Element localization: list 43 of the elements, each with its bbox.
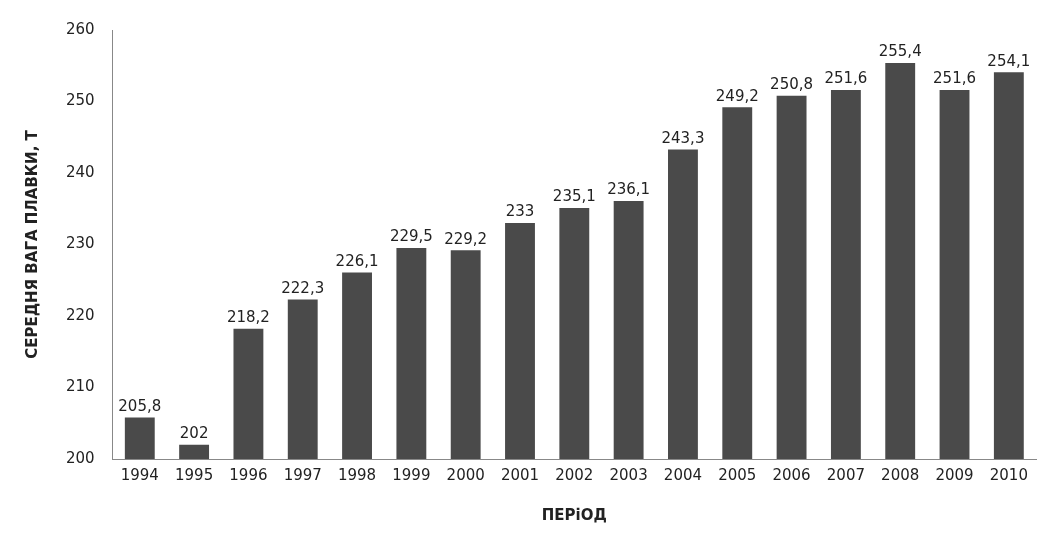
y-axis-title: СЕРЕДНЯ ВАГА ПЛАВКИ, Т [22, 129, 41, 359]
x-tick-label: 1997 [283, 465, 322, 484]
x-tick-label: 2006 [772, 465, 811, 484]
data-label: 251,6 [933, 69, 976, 88]
y-tick-label: 250 [65, 91, 95, 110]
x-tick-label: 1994 [120, 465, 159, 484]
data-label: 229,2 [444, 229, 488, 248]
data-label: 202 [179, 424, 209, 443]
data-label: 254,1 [987, 51, 1031, 70]
x-axis-title: ПЕРіОД [541, 505, 607, 524]
data-label: 218,2 [226, 308, 270, 327]
y-tick-label: 240 [65, 162, 95, 181]
data-label: 233 [505, 202, 535, 221]
x-tick-label: 2007 [826, 465, 865, 484]
x-tick-label: 1998 [337, 465, 377, 484]
x-tick-label: 2009 [935, 465, 974, 484]
data-label: 251,6 [824, 69, 868, 88]
data-label: 249,2 [715, 86, 759, 105]
data-label: 226,1 [335, 251, 379, 270]
y-tick-label: 230 [65, 234, 95, 253]
y-tick-label: 200 [65, 448, 95, 467]
x-tick-label: 2001 [500, 465, 540, 484]
y-tick-label: 220 [65, 305, 95, 324]
data-label: 235,1 [552, 187, 596, 206]
data-label: 236,1 [607, 180, 651, 199]
x-tick-label: 2000 [446, 465, 485, 484]
x-tick-label: 2003 [609, 465, 648, 484]
x-tick-label: 1995 [175, 465, 214, 484]
data-label: 243,3 [661, 128, 705, 147]
x-tick-label: 1999 [392, 465, 431, 484]
x-tick-label: 1996 [229, 465, 268, 484]
data-label: 229,5 [389, 227, 433, 246]
x-tick-label: 2002 [555, 465, 594, 484]
x-tick-label: 2008 [881, 465, 920, 484]
x-tick-label: 2010 [989, 465, 1028, 484]
data-label: 205,8 [118, 396, 162, 415]
y-tick-label: 210 [65, 377, 95, 396]
data-label: 255,4 [878, 42, 922, 61]
y-tick-label: 260 [65, 19, 95, 38]
data-label: 250,8 [770, 75, 814, 94]
x-tick-label: 2005 [718, 465, 757, 484]
data-label: 222,3 [281, 278, 325, 297]
x-tick-label: 2004 [663, 465, 703, 484]
